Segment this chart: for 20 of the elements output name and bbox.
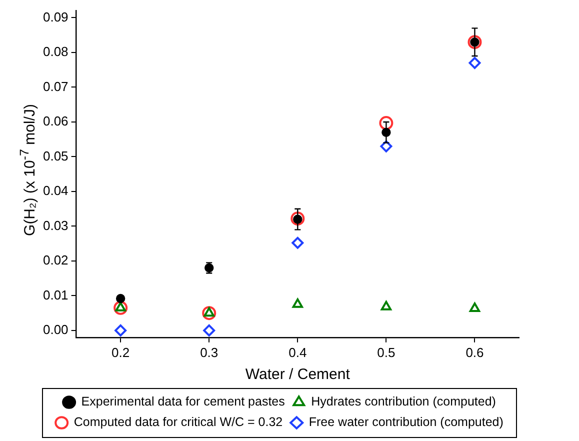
y-tick-label: 0.05	[42, 148, 68, 164]
legend-label: Computed data for critical W/C = 0.32	[74, 415, 283, 430]
y-tick-label: 0.07	[42, 78, 68, 94]
legend-label: Hydrates contribution (computed)	[311, 394, 496, 409]
x-axis-title: Water / Cement	[245, 366, 351, 384]
y-tick-label: 0.00	[42, 322, 68, 338]
legend-label: Free water contribution (computed)	[308, 415, 504, 430]
y-tick-label: 0.01	[42, 287, 68, 302]
x-tick-label: 0.4	[288, 344, 307, 360]
legend-label: Experimental data for cement pastes	[81, 394, 285, 409]
x-tick-label: 0.2	[112, 344, 130, 360]
y-tick-label: 0.02	[42, 252, 68, 268]
x-tick-label: 0.5	[377, 344, 396, 360]
x-tick-label: 0.3	[200, 344, 218, 360]
y-tick-label: 0.08	[42, 44, 68, 60]
x-tick-label: 0.6	[466, 344, 484, 360]
y-tick-label: 0.06	[42, 114, 68, 129]
y-tick-label: 0.04	[42, 183, 68, 198]
y-tick-label: 0.03	[42, 218, 68, 233]
y-tick-label: 0.09	[42, 9, 68, 24]
